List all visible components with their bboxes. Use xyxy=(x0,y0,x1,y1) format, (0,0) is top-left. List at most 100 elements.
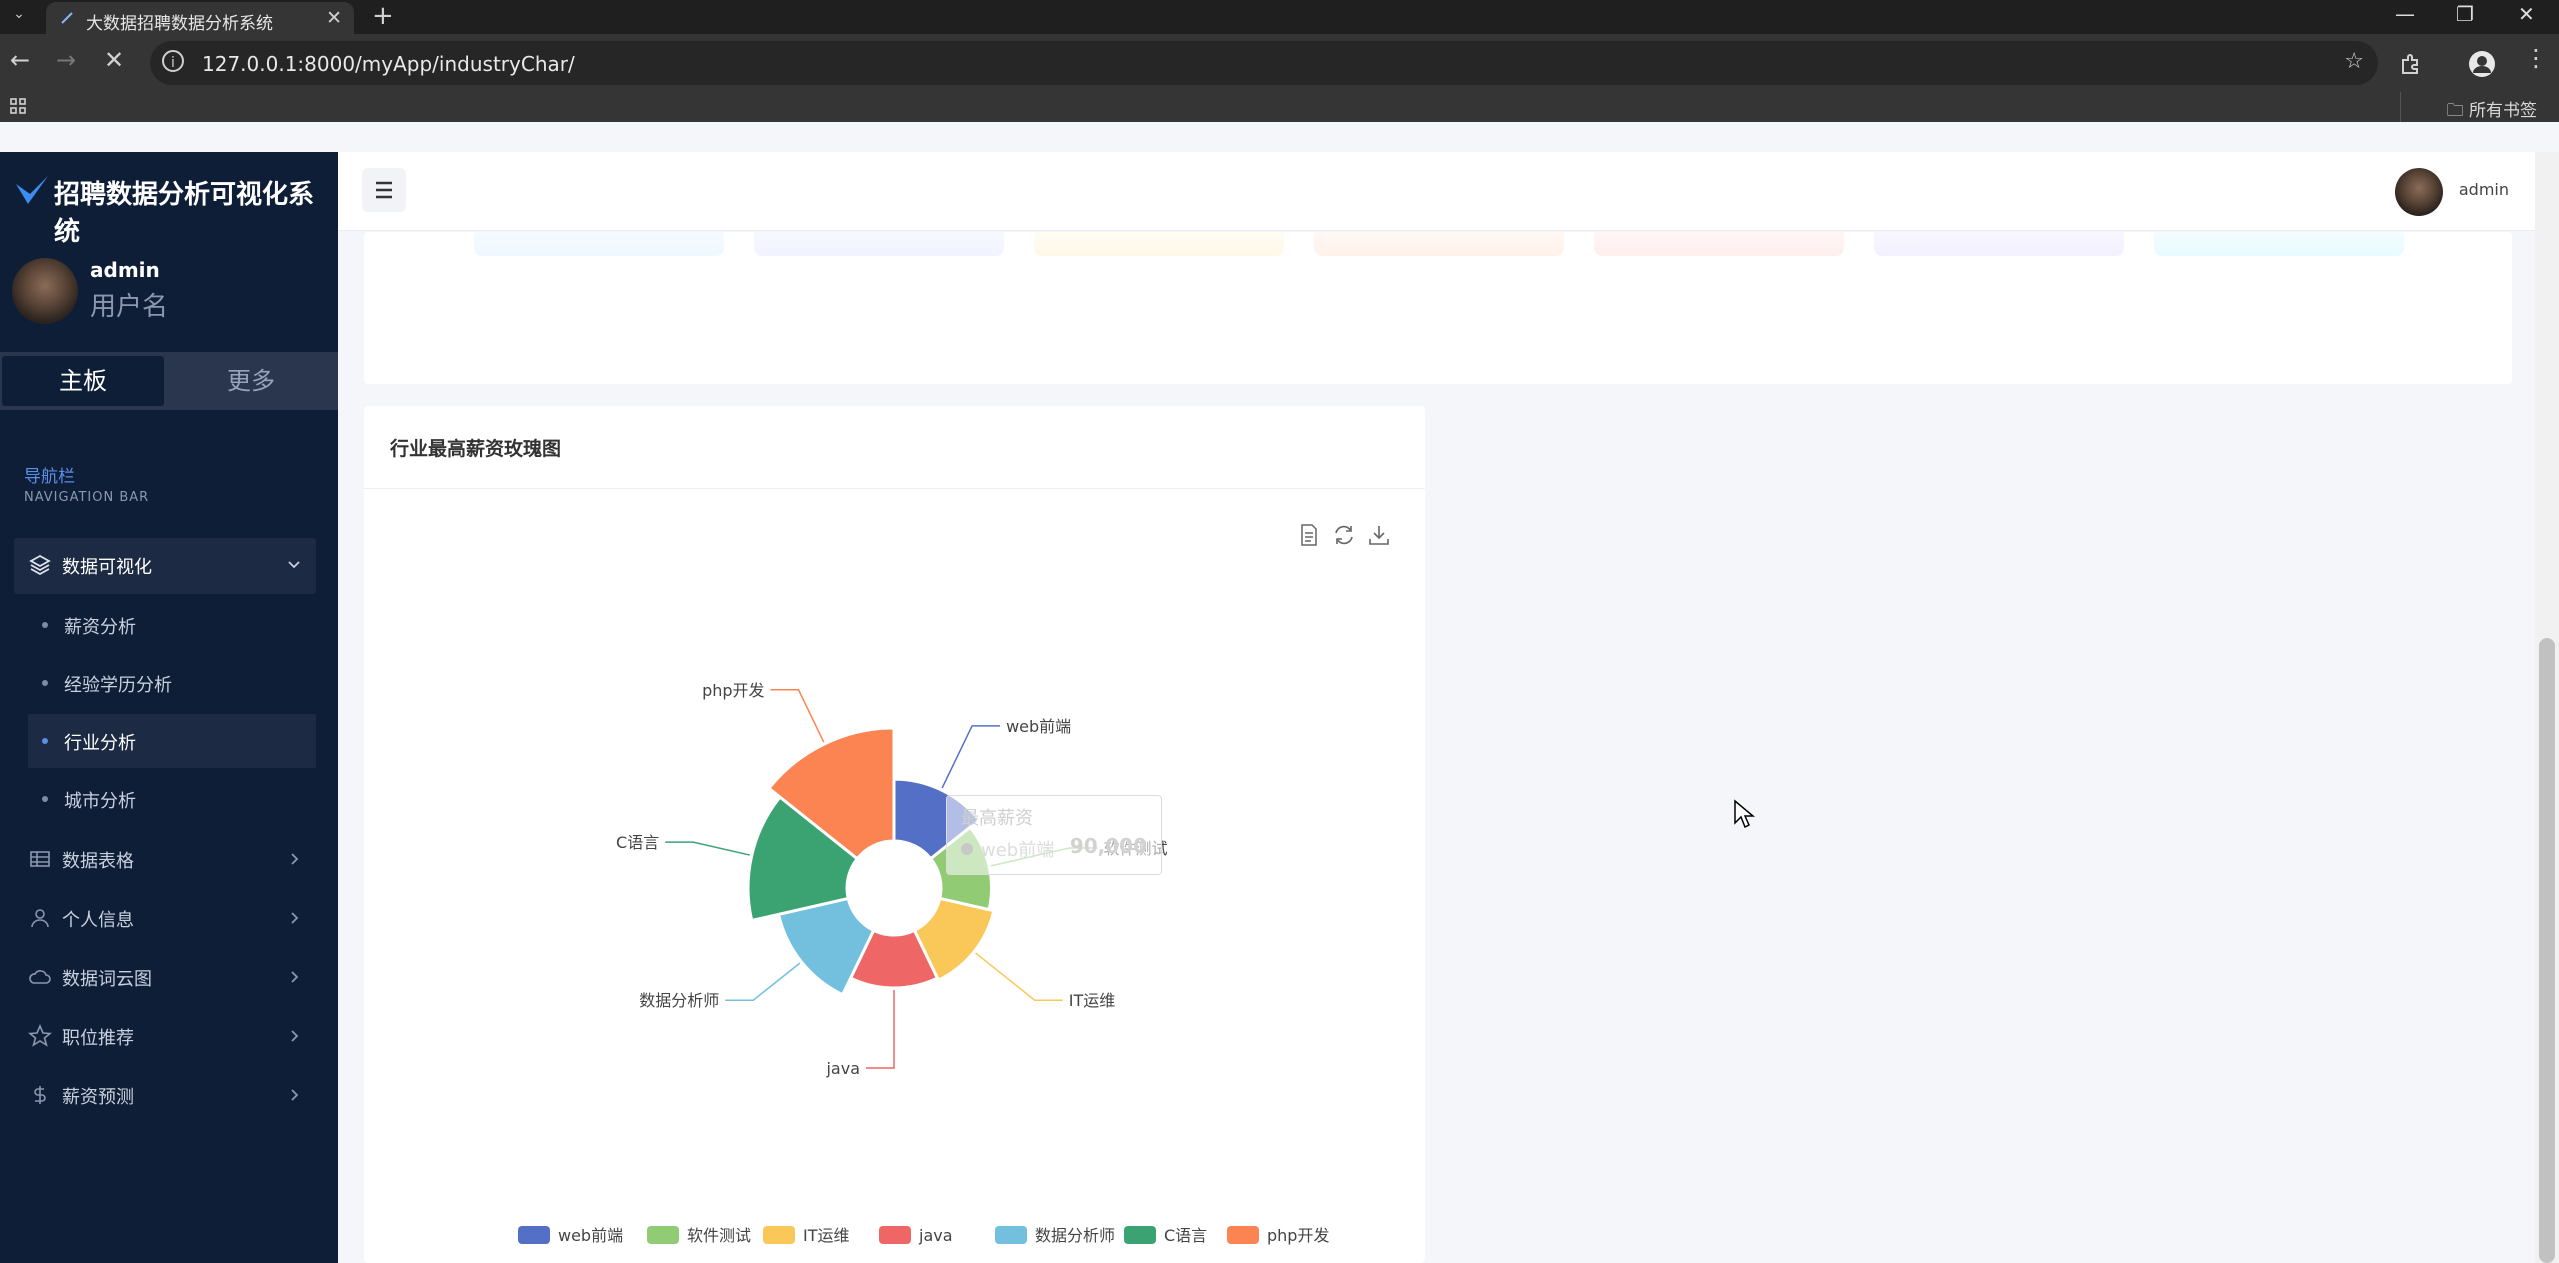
brand-title: 招聘数据分析可视化系统 xyxy=(54,180,315,247)
slice-label: 数据分析师 xyxy=(639,991,719,1010)
stat-tile-edge xyxy=(754,232,1004,256)
chevron-right-icon xyxy=(291,1030,299,1042)
bullet-dot xyxy=(42,622,48,628)
tooltip-series-name: web前端 xyxy=(981,840,1055,861)
mouse-cursor-icon xyxy=(1734,799,1755,829)
sidebar-subitem-industry[interactable]: 行业分析 xyxy=(28,714,316,768)
sidebar-item-label: 职位推荐 xyxy=(62,1028,134,1049)
sidebar-subitem-label: 城市分析 xyxy=(64,791,136,812)
browser-tab[interactable]: 大数据招聘数据分析系统 ✕ xyxy=(46,2,354,34)
stat-tile-edge xyxy=(1874,232,2124,256)
sidebar-item-data-table[interactable]: 数据表格 xyxy=(14,832,316,886)
sidebar-subitem-label: 行业分析 xyxy=(64,733,136,754)
nav-subtitle: NAVIGATION BAR xyxy=(24,490,150,505)
slice-label: C语言 xyxy=(616,833,659,852)
legend-item[interactable]: 软件测试 xyxy=(647,1226,751,1245)
browser-menu-icon[interactable]: ⋮ xyxy=(2524,44,2548,72)
legend-swatch xyxy=(1227,1226,1259,1244)
rose-slice[interactable] xyxy=(767,726,896,861)
slice-label: java xyxy=(825,1059,860,1078)
label-leader-line xyxy=(975,952,1063,1001)
slice-label: IT运维 xyxy=(1069,991,1116,1010)
legend-item[interactable]: IT运维 xyxy=(763,1226,850,1245)
close-window-button[interactable]: ✕ xyxy=(2518,2,2535,26)
rose-slice[interactable] xyxy=(912,896,996,982)
rose-slice[interactable] xyxy=(746,795,859,922)
sidebar xyxy=(0,152,338,1263)
chevron-right-icon xyxy=(291,912,299,924)
extensions-icon[interactable] xyxy=(2398,52,2422,76)
profile-icon[interactable] xyxy=(2468,50,2496,78)
card-divider xyxy=(364,488,1425,489)
all-bookmarks-link[interactable]: 🗀 所有书签 xyxy=(2446,101,2537,121)
sidebar-item-salary-predict[interactable]: 薪资预测 xyxy=(14,1068,316,1122)
legend-label: java xyxy=(918,1226,953,1245)
stop-loading-button[interactable]: ✕ xyxy=(104,46,125,74)
header-avatar[interactable] xyxy=(2395,168,2443,216)
tab-search-button[interactable]: ⌄ xyxy=(13,6,25,22)
address-bar[interactable]: i 127.0.0.1:8000/myApp/industryChar/ ☆ xyxy=(150,41,2378,85)
sidebar-item-label: 数据表格 xyxy=(62,851,134,872)
legend-item[interactable]: C语言 xyxy=(1124,1226,1207,1245)
tab-more[interactable]: 更多 xyxy=(227,367,275,395)
bullet-dot xyxy=(42,680,48,686)
sidebar-item-data-visualization[interactable]: 数据可视化 xyxy=(14,538,316,594)
sidebar-subitem-experience[interactable]: 经验学历分析 xyxy=(28,656,316,710)
slice-label: web前端 xyxy=(1006,717,1071,736)
legend-item[interactable]: php开发 xyxy=(1227,1226,1329,1245)
browser-tab-strip: ⌄ 大数据招聘数据分析系统 ✕ + — ❐ ✕ xyxy=(0,0,2559,34)
brand: 招聘数据分析可视化系统 xyxy=(0,152,338,247)
header-user-name[interactable]: admin xyxy=(2458,180,2509,199)
bookmarks-bar: 🗀 所有书签 xyxy=(0,92,2559,122)
label-leader-line xyxy=(941,725,1001,789)
restore-button[interactable]: ❐ xyxy=(2456,2,2474,26)
label-leader-line xyxy=(665,841,750,856)
user-role: 用户名 xyxy=(90,292,169,322)
label-leader-line xyxy=(770,689,825,743)
forward-button[interactable]: → xyxy=(56,46,77,74)
tab-close-icon[interactable]: ✕ xyxy=(326,7,342,29)
legend-item[interactable]: java xyxy=(879,1226,953,1245)
rose-chart[interactable]: web前端软件测试IT运维java数据分析师C语言php开发web前端软件测试I… xyxy=(364,406,1425,1263)
scrollbar-thumb[interactable] xyxy=(2539,638,2555,1263)
sidebar-item-wordcloud[interactable]: 数据词云图 xyxy=(14,950,316,1004)
label-leader-line xyxy=(866,990,895,1069)
minimize-button[interactable]: — xyxy=(2395,2,2415,26)
data-view-icon[interactable] xyxy=(1296,522,1322,548)
sidebar-item-label: 个人信息 xyxy=(62,910,134,931)
stat-tile-edge xyxy=(1314,232,1564,256)
apps-grid-icon[interactable] xyxy=(10,98,26,114)
legend-label: web前端 xyxy=(558,1226,623,1245)
menu-toggle-button[interactable] xyxy=(362,168,406,212)
stat-tile-edge xyxy=(1034,232,1284,256)
sidebar-item-label: 数据词云图 xyxy=(62,969,152,990)
new-tab-button[interactable]: + xyxy=(372,1,394,31)
sidebar-subitem-label: 薪资分析 xyxy=(64,617,136,638)
url-text[interactable]: 127.0.0.1:8000/myApp/industryChar/ xyxy=(202,52,575,76)
site-info-icon[interactable]: i xyxy=(162,50,184,72)
avatar[interactable] xyxy=(12,258,78,324)
loading-icon xyxy=(61,12,73,24)
sidebar-subitem-city[interactable]: 城市分析 xyxy=(28,772,316,826)
legend-item[interactable]: 数据分析师 xyxy=(995,1226,1115,1245)
restore-icon[interactable] xyxy=(1331,522,1357,548)
rose-slice[interactable] xyxy=(849,928,939,990)
rose-slice[interactable] xyxy=(777,896,876,997)
sidebar-subitem-salary[interactable]: 薪资分析 xyxy=(28,598,316,652)
page-scrollbar[interactable] xyxy=(2535,152,2559,1263)
folder-icon: 🗀 xyxy=(2446,101,2469,121)
bookmark-star-icon[interactable]: ☆ xyxy=(2344,49,2364,74)
tooltip-marker xyxy=(961,843,973,855)
legend-label: IT运维 xyxy=(803,1226,850,1245)
legend-item[interactable]: web前端 xyxy=(518,1226,623,1245)
bullet-dot xyxy=(42,738,48,744)
back-button[interactable]: ← xyxy=(10,46,31,74)
tab-main[interactable]: 主板 xyxy=(2,356,164,406)
sidebar-item-job-recommend[interactable]: 职位推荐 xyxy=(14,1009,316,1063)
chart-card-title: 行业最高薪资玫瑰图 xyxy=(390,438,562,460)
sidebar-switcher: 主板 更多 xyxy=(0,352,338,410)
sidebar-item-profile[interactable]: 个人信息 xyxy=(14,891,316,945)
legend-label: php开发 xyxy=(1267,1226,1329,1245)
save-image-icon[interactable] xyxy=(1366,522,1392,548)
slice-label: php开发 xyxy=(702,681,764,700)
